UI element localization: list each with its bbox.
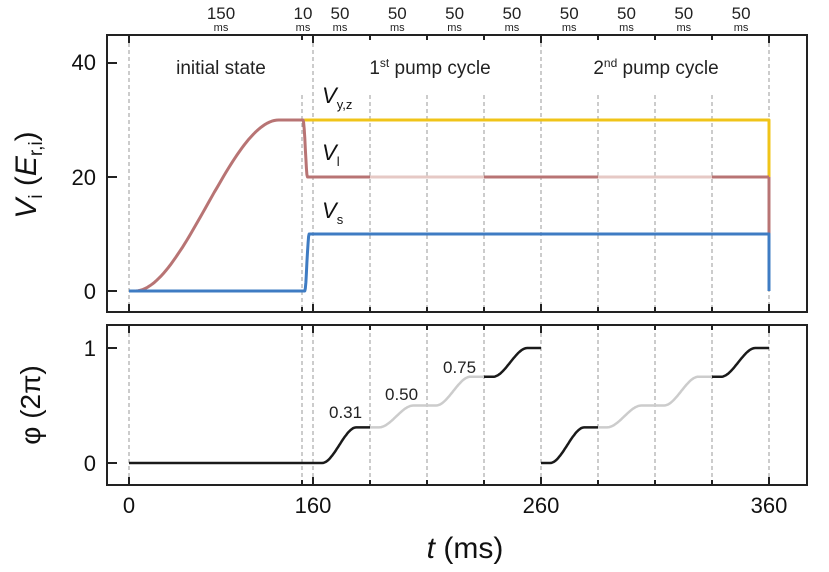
- series-vl-ramp: [129, 118, 313, 293]
- duration-unit: ms: [333, 22, 348, 34]
- duration-value: 50: [674, 4, 693, 23]
- series-label-vyz: Vy,z: [322, 83, 352, 112]
- duration-unit: ms: [734, 22, 749, 34]
- phase-step: [540, 426, 599, 465]
- curves: [129, 118, 771, 465]
- axis-ticks: [107, 35, 770, 485]
- phase-step: [711, 346, 770, 379]
- ytick-bottom-0: 0: [84, 451, 96, 476]
- phase-step: [597, 404, 656, 429]
- top-panel-frame: [106, 34, 808, 313]
- duration-value: 10: [294, 4, 313, 23]
- duration-unit: ms: [619, 22, 634, 34]
- ytick-bottom-1: 1: [84, 336, 96, 361]
- duration-value: 50: [445, 4, 464, 23]
- duration-value: 50: [502, 4, 521, 23]
- ytick-top-0: 0: [84, 279, 96, 304]
- duration-value: 50: [331, 4, 350, 23]
- label-2nd-pump-cycle: 2nd pump cycle: [593, 56, 718, 79]
- phase-step: [312, 426, 371, 465]
- duration-value: 50: [732, 4, 751, 23]
- xtick-160: 160: [295, 493, 332, 518]
- duration-unit: ms: [390, 22, 405, 34]
- duration-unit: ms: [447, 22, 462, 34]
- series-vyz-line: [304, 118, 771, 177]
- bottom-panel-frame: [106, 324, 808, 486]
- duration-value: 50: [388, 4, 407, 23]
- duration-value: 50: [617, 4, 636, 23]
- duration-labels: 150ms10ms50ms50ms50ms50ms50ms50ms50ms50m…: [207, 4, 751, 34]
- duration-unit: ms: [562, 22, 577, 34]
- series-label-vs: Vs: [322, 198, 344, 227]
- duration-unit: ms: [676, 22, 691, 34]
- y-axis-label-bottom: φ (2π): [15, 365, 46, 444]
- duration-unit: ms: [296, 22, 311, 34]
- data-label-0.31: 0.31: [329, 403, 362, 422]
- duration-unit: ms: [214, 22, 229, 34]
- ytick-top-40: 40: [72, 50, 96, 75]
- series-label-vl: Vl: [322, 140, 340, 169]
- series-vs-line: [129, 232, 771, 293]
- data-label-0.75: 0.75: [443, 358, 476, 377]
- phase-step: [369, 404, 428, 429]
- xtick-260: 260: [523, 493, 560, 518]
- segment-dividers: [128, 36, 770, 484]
- phase-step: [426, 375, 485, 407]
- phase-step: [483, 346, 542, 379]
- phase-step: [654, 375, 713, 407]
- duration-value: 150: [207, 4, 235, 23]
- label-initial-state: initial state: [176, 58, 266, 79]
- data-label-0.50: 0.50: [385, 385, 418, 404]
- label-1st-pump-cycle: 1st pump cycle: [369, 56, 490, 79]
- y-axis-label-top: Vi (Er,i): [10, 131, 47, 218]
- xtick-360: 360: [751, 493, 788, 518]
- x-axis-label: t (ms): [427, 532, 504, 565]
- duration-value: 50: [560, 4, 579, 23]
- duration-unit: ms: [505, 22, 520, 34]
- ytick-top-20: 20: [72, 165, 96, 190]
- xtick-0: 0: [123, 493, 135, 518]
